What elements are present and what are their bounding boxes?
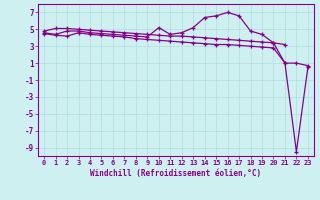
X-axis label: Windchill (Refroidissement éolien,°C): Windchill (Refroidissement éolien,°C) [91,169,261,178]
